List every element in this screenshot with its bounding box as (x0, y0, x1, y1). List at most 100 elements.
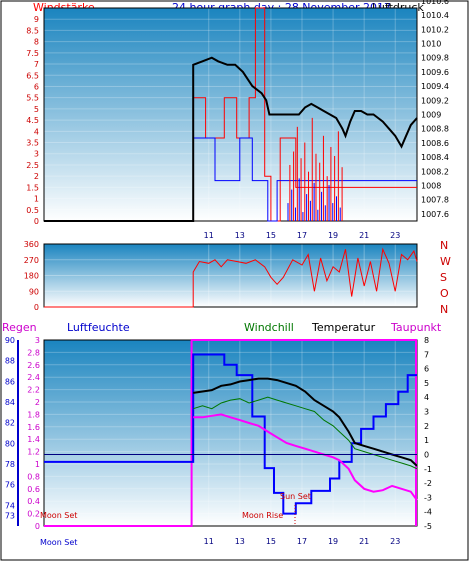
humidity-tick-label: 90 (5, 336, 15, 345)
humidity-tick-label: 88 (5, 357, 15, 366)
compass-n-top: N (440, 239, 448, 252)
temp-tick-label: 3 (424, 408, 429, 417)
panel1-left-tick-label: 5.5 (26, 94, 39, 103)
panel1-left-tick-label: 0.5 (26, 206, 39, 215)
panel1-left-tick-label: 2.5 (26, 161, 39, 170)
compass-s: S (440, 271, 447, 284)
rain-tick-label: 0.4 (27, 497, 40, 506)
temp-tick-label: -2 (424, 479, 432, 488)
compass-n-bottom: N (440, 303, 448, 316)
temp-tick-label: -1 (424, 465, 432, 474)
rain-tick-label: 0.2 (27, 510, 40, 519)
rain-line (44, 339, 417, 527)
panel2-tick-label: 90 (29, 287, 39, 296)
panel1-right-tick-label: 1009.8 (421, 54, 449, 63)
panel1-left-tick-label: 8 (34, 38, 39, 47)
temp-tick-label: 4 (424, 393, 429, 402)
humidity-tick-label: 84 (5, 398, 15, 407)
panel1-left-tick-label: 4 (34, 127, 39, 136)
panel1-frame (43, 7, 418, 222)
panel1-right-tick-label: 1007.8 (421, 196, 449, 205)
moon-set-annotation: Moon Set (40, 511, 77, 520)
panel3-background (44, 340, 417, 526)
humidity-tick-label: 73 (5, 512, 15, 521)
temp-tick-label: 8 (424, 336, 429, 345)
legend-windchill: Windchill (244, 321, 294, 334)
legend-luftfeuchte: Luftfeuchte (67, 321, 130, 334)
panel3-x-tick-label: 19 (328, 537, 338, 546)
humidity-tick-label: 76 (5, 481, 15, 490)
humidity-tick-label: 78 (5, 460, 15, 469)
panel1-right-tick-label: 1010 (421, 40, 441, 49)
panel1-x-tick-label: 11 (204, 231, 214, 240)
windchill-line (193, 396, 418, 470)
panel1-left-tick-label: 6 (34, 82, 39, 91)
temp-tick-label: 5 (424, 379, 429, 388)
avg-wind-line (44, 137, 417, 222)
humidity-tick-label: 86 (5, 377, 15, 386)
panel1-right-tick-label: 1008.6 (421, 139, 449, 148)
panel1-right-tick-label: 1010.6 (421, 0, 449, 6)
panel1-x-tick-label: 23 (390, 231, 400, 240)
sun-set-annotation: Sun Set (280, 492, 311, 501)
temp-tick-label: 7 (424, 350, 429, 359)
panel1-left-tick-label: 5 (34, 105, 39, 114)
panel1-left-tick-label: 2 (34, 172, 39, 181)
panel1-left-tick-label: 1.5 (26, 183, 39, 192)
panel3-x-tick-label: 11 (204, 537, 214, 546)
humidity-tick-label: 74 (5, 501, 15, 510)
panel1-left-tick-label: 4.5 (26, 116, 39, 125)
panel3-series (44, 339, 418, 527)
panel1-right-tick-label: 1008.4 (421, 153, 449, 162)
panel2-tick-label: 270 (24, 256, 39, 265)
panel1-left-tick-label: 6.5 (26, 71, 39, 80)
humidity-tick-label: 82 (5, 419, 15, 428)
panel3-x-tick-label: 15 (266, 537, 276, 546)
rain-tick-label: 1.2 (27, 448, 40, 457)
gust-line (44, 7, 417, 222)
panel2-series (44, 247, 418, 308)
panel1-left-tick-label: 3.5 (26, 139, 39, 148)
rain-tick-label: 1.6 (27, 423, 40, 432)
rain-tick-label: 0 (35, 522, 40, 531)
panel2-tick-label: 360 (24, 240, 39, 249)
rain-tick-label: 1.8 (27, 410, 40, 419)
temp-tick-label: 1 (424, 436, 429, 445)
temperature-line (193, 377, 418, 467)
rain-tick-label: 0.8 (27, 472, 40, 481)
panel1-right-tick-label: 1008.8 (421, 125, 449, 134)
panel1-x-tick-label: 15 (266, 231, 276, 240)
panel1-background (44, 8, 417, 221)
legend-temperatur: Temperatur (311, 321, 376, 334)
temp-tick-label: 0 (424, 450, 429, 459)
rain-tick-label: 2.2 (27, 386, 40, 395)
panel1-left-tick-label: 0 (34, 217, 39, 226)
legend-regen: Regen (2, 321, 37, 334)
compass-w: W (440, 255, 451, 268)
temp-tick-label: 2 (424, 422, 429, 431)
panel3-x-tick-label: 17 (297, 537, 307, 546)
panel1-left-tick-label: 8.5 (26, 26, 39, 35)
panel3-x-tick-label: 21 (359, 537, 369, 546)
panel2-tick-label: 180 (24, 272, 39, 281)
panel1-left-tick-label: 1 (34, 195, 39, 204)
panel2-tick-label: 0 (34, 303, 39, 312)
panel1-right-tick-label: 1010.2 (421, 25, 449, 34)
moon-set-bottom-label: Moon Set (40, 538, 77, 547)
panel1-left-tick-label: 9 (34, 15, 39, 24)
panel3-x-tick-label: 13 (235, 537, 245, 546)
temp-tick-label: -3 (424, 493, 432, 502)
panel1-left-tick-label: 7 (34, 60, 39, 69)
humidity-tick-label: 80 (5, 439, 15, 448)
panel1-right-tick-label: 1009.6 (421, 68, 449, 77)
panel1-x-tick-label: 21 (359, 231, 369, 240)
rain-tick-label: 0.6 (27, 485, 40, 494)
panel1-right-tick-label: 1010.4 (421, 11, 449, 20)
rain-tick-label: 3 (35, 336, 40, 345)
panel1-right-tick-label: 1009.4 (421, 82, 449, 91)
panel1-right-tick-label: 1008.2 (421, 167, 449, 176)
rain-tick-label: 2.6 (27, 361, 40, 370)
